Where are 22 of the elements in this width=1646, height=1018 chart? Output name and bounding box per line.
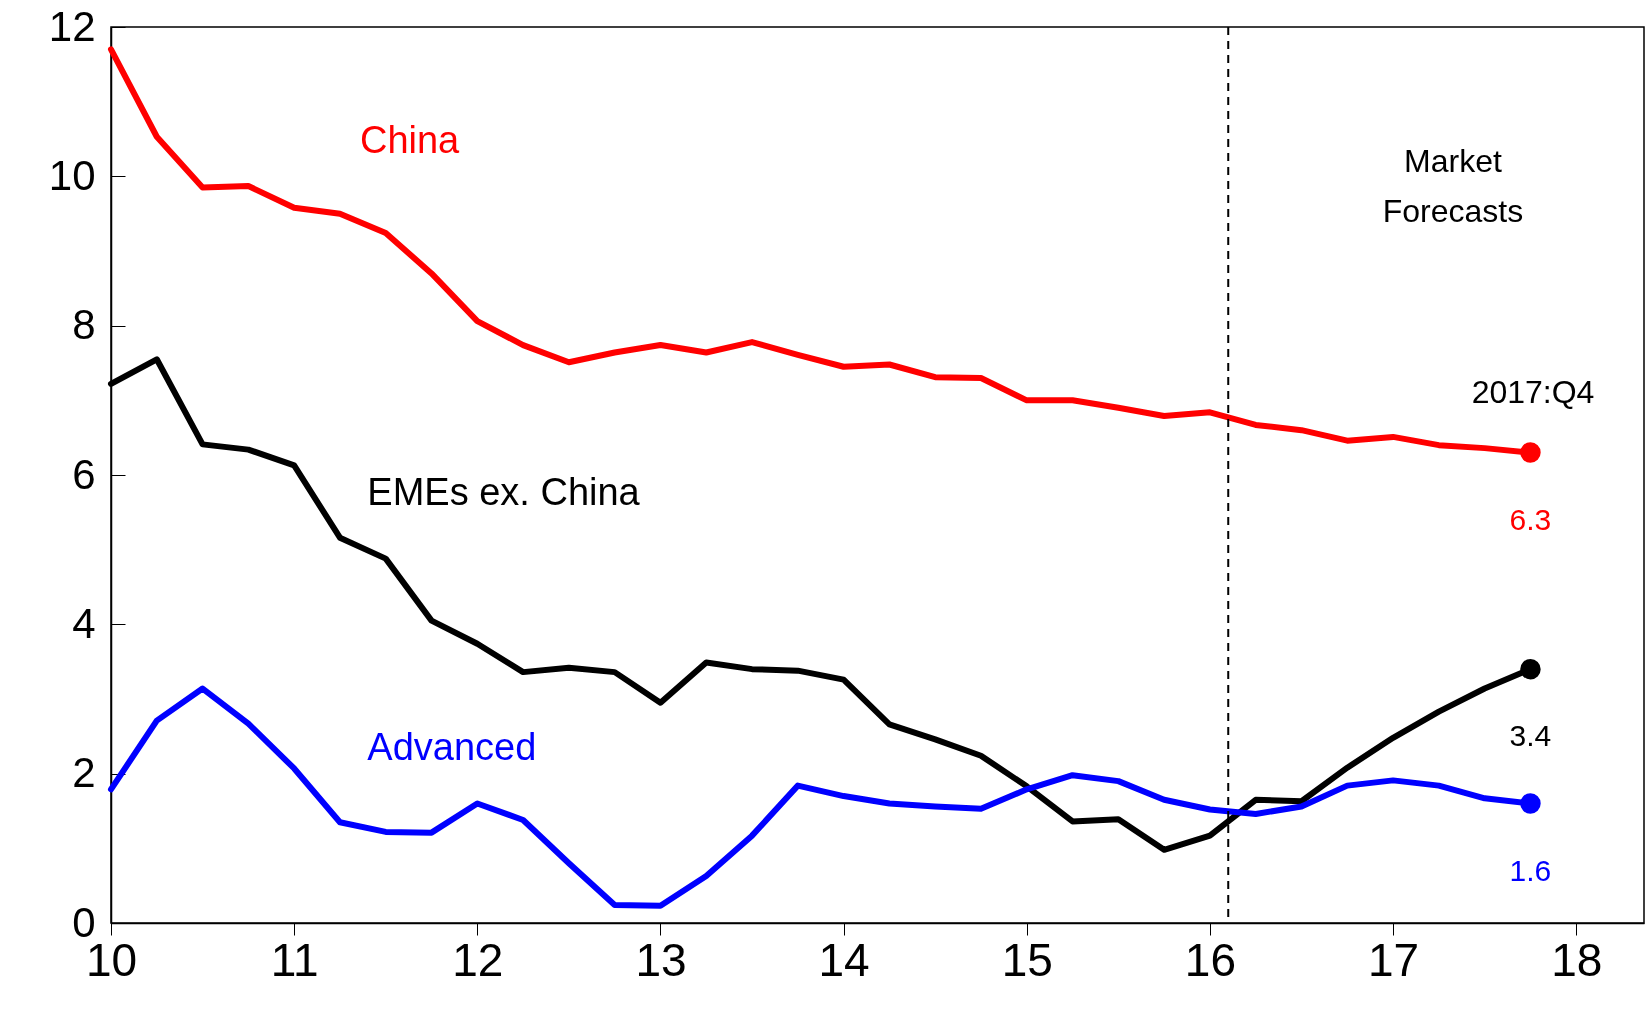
x-tick-label: 11 (270, 933, 319, 986)
series-label: EMEs ex. China (367, 470, 641, 513)
y-tick-label: 6 (72, 450, 96, 498)
x-tick-label: 18 (1551, 933, 1603, 986)
x-tick-label: 15 (1001, 933, 1053, 986)
y-tick-label: 2 (72, 749, 96, 797)
y-tick-label: 10 (48, 151, 96, 199)
annotation: 2017:Q4 (1471, 374, 1595, 410)
y-tick-label: 4 (72, 599, 96, 647)
data-label: 3.4 (1509, 719, 1552, 753)
data-label: 6.3 (1509, 502, 1552, 536)
y-tick-label: 12 (48, 2, 96, 50)
x-tick-label: 14 (818, 933, 870, 986)
x-tick-label: 16 (1184, 933, 1237, 986)
x-tick-label: 12 (452, 933, 504, 986)
series-label: China (359, 118, 461, 161)
annotation: Market Forecasts (1382, 143, 1524, 229)
x-tick-label: 13 (635, 933, 687, 986)
y-tick-label: 8 (72, 301, 96, 349)
data-label: 1.6 (1509, 853, 1552, 887)
series-label: Advanced (367, 725, 537, 768)
x-tick-label: 17 (1367, 933, 1420, 986)
